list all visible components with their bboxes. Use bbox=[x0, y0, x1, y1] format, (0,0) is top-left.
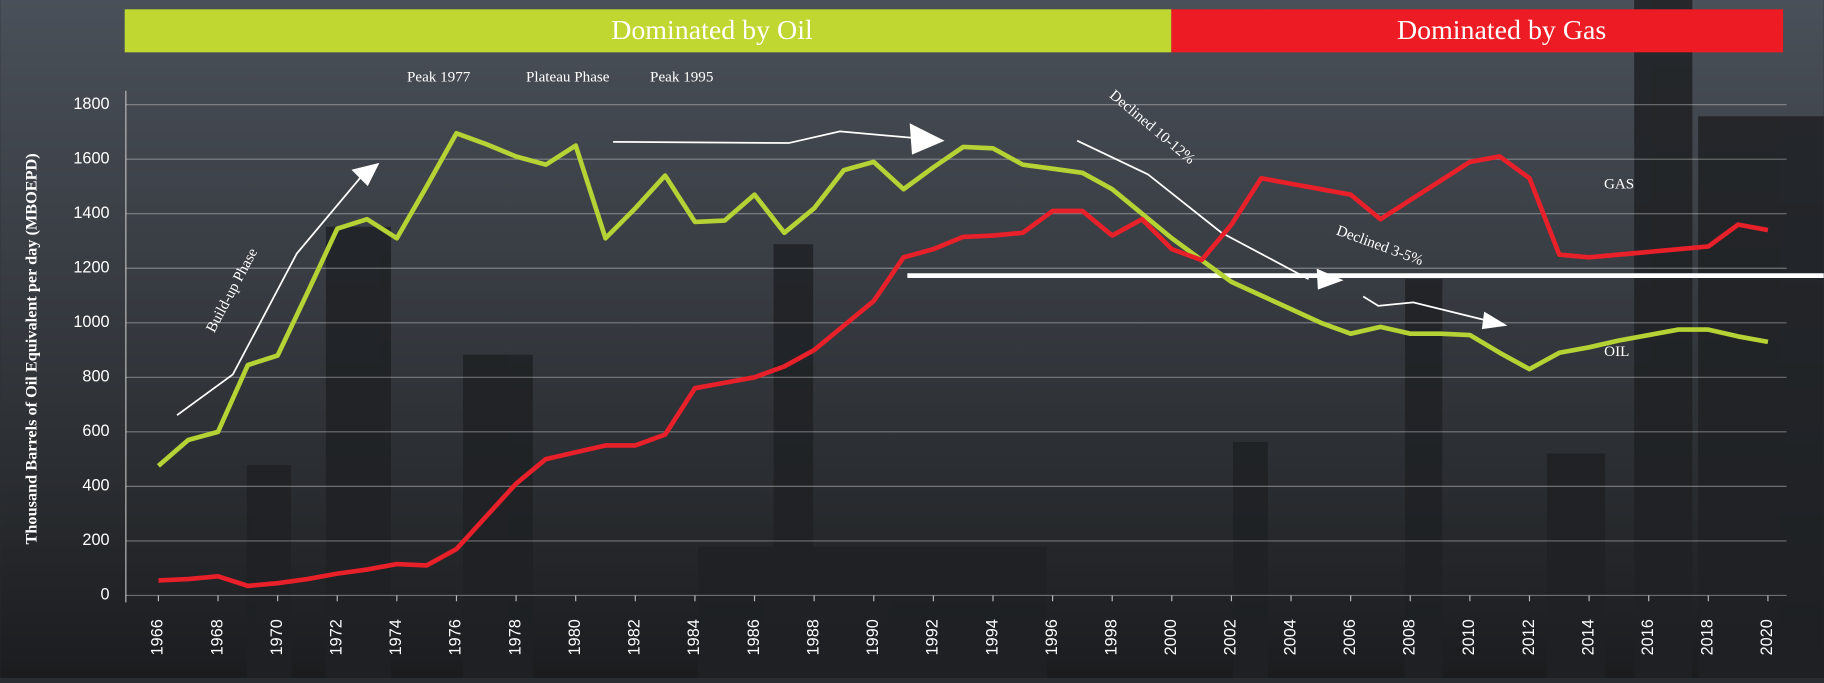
banner-label: Dominated by Oil bbox=[611, 15, 813, 46]
x-tick-label: 2016 bbox=[1639, 619, 1657, 655]
x-tick-label: 1972 bbox=[328, 619, 346, 655]
y-tick-label: 1800 bbox=[73, 95, 109, 113]
y-tick-label: 0 bbox=[101, 586, 110, 604]
x-tick-label: 2020 bbox=[1758, 619, 1776, 655]
x-tick-label: 1968 bbox=[208, 619, 226, 655]
x-tick-label: 2008 bbox=[1401, 619, 1419, 655]
x-tick-label: 2014 bbox=[1579, 619, 1597, 655]
y-tick-label: 1200 bbox=[73, 259, 109, 277]
x-tick-label: 2012 bbox=[1520, 619, 1538, 655]
x-tick-label: 1980 bbox=[566, 619, 584, 655]
x-tick-label: 1994 bbox=[983, 619, 1001, 655]
x-tick-label: 1998 bbox=[1102, 619, 1120, 655]
y-axis-label: Thousand Barrels of Oil Equivalent per d… bbox=[22, 153, 41, 544]
x-tick-label: 1966 bbox=[149, 619, 167, 655]
y-tick-label: 200 bbox=[82, 531, 109, 549]
y-tick-label: 1400 bbox=[73, 204, 109, 222]
annotation: Plateau Phase bbox=[526, 69, 610, 85]
x-tick-label: 1974 bbox=[387, 619, 405, 655]
x-tick-label: 2010 bbox=[1460, 619, 1478, 655]
x-tick-label: 1976 bbox=[447, 619, 465, 655]
chart: Dominated by Oil Dominated by Gas Peak 1… bbox=[0, 0, 1824, 678]
x-tick-label: 1990 bbox=[864, 619, 882, 655]
y-tick-label: 400 bbox=[82, 477, 109, 495]
y-tick-label: 1000 bbox=[73, 313, 109, 331]
x-tick-label: 2002 bbox=[1222, 619, 1240, 655]
y-tick-label: 600 bbox=[82, 422, 109, 440]
series-label: GAS bbox=[1604, 176, 1634, 192]
x-tick-label: 2006 bbox=[1341, 619, 1359, 655]
annotation: Peak 1977 bbox=[407, 69, 471, 85]
x-tick-label: 1982 bbox=[626, 619, 644, 655]
annotation: Peak 1995 bbox=[650, 69, 713, 85]
series-label: OIL bbox=[1604, 344, 1629, 360]
x-tick-label: 1988 bbox=[804, 619, 822, 655]
x-tick-label: 1992 bbox=[924, 619, 942, 655]
x-tick-label: 2000 bbox=[1162, 619, 1180, 655]
x-tick-label: 1986 bbox=[745, 619, 763, 655]
x-tick-label: 1984 bbox=[685, 619, 703, 655]
y-tick-label: 800 bbox=[82, 368, 109, 386]
x-tick-label: 1996 bbox=[1043, 619, 1061, 655]
banner-label: Dominated by Gas bbox=[1397, 15, 1606, 46]
y-tick-label: 1600 bbox=[73, 149, 109, 167]
x-tick-label: 2004 bbox=[1281, 619, 1299, 655]
x-tick-label: 1970 bbox=[268, 619, 286, 655]
x-tick-label: 2018 bbox=[1699, 619, 1717, 655]
x-tick-label: 1978 bbox=[506, 619, 524, 655]
